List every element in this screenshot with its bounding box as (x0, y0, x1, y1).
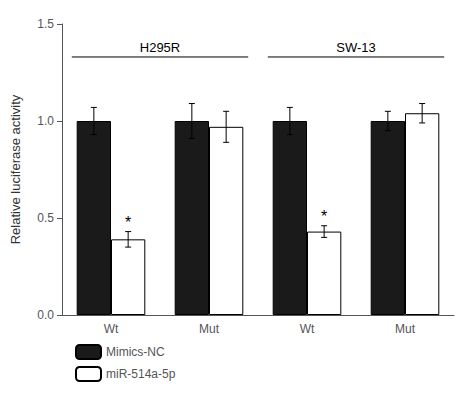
svg-text:Relative luciferase activity: Relative luciferase activity (8, 94, 23, 244)
svg-text:SW-13: SW-13 (336, 40, 376, 55)
svg-text:*: * (321, 208, 327, 225)
svg-text:miR-514a-5p: miR-514a-5p (106, 367, 176, 381)
svg-text:1.0: 1.0 (37, 114, 54, 128)
svg-text:0.0: 0.0 (37, 308, 54, 322)
svg-text:1.5: 1.5 (37, 17, 54, 31)
svg-text:Mimics-NC: Mimics-NC (106, 345, 165, 359)
svg-text:*: * (125, 214, 131, 231)
svg-text:H295R: H295R (140, 40, 180, 55)
svg-text:Mut: Mut (395, 322, 416, 336)
svg-text:Wt: Wt (300, 322, 315, 336)
svg-text:Wt: Wt (104, 322, 119, 336)
svg-text:0.5: 0.5 (37, 211, 54, 225)
svg-text:Mut: Mut (199, 322, 220, 336)
